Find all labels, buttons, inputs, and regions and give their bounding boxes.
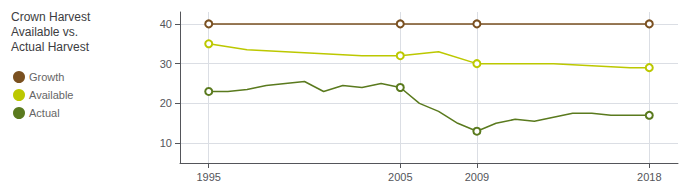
svg-text:Actual: Actual	[29, 107, 60, 119]
svg-text:Crown Harvest: Crown Harvest	[11, 10, 91, 24]
svg-text:Growth: Growth	[29, 71, 64, 83]
svg-text:10: 10	[160, 137, 172, 149]
svg-text:Available: Available	[29, 89, 73, 101]
svg-text:2005: 2005	[388, 171, 412, 183]
svg-text:Available vs.: Available vs.	[11, 25, 78, 39]
svg-text:2018: 2018	[637, 171, 661, 183]
svg-text:30: 30	[160, 58, 172, 70]
svg-text:1995: 1995	[196, 171, 220, 183]
svg-text:Actual Harvest: Actual Harvest	[11, 40, 90, 54]
svg-text:40: 40	[160, 18, 172, 30]
svg-text:2009: 2009	[465, 171, 489, 183]
svg-text:20: 20	[160, 97, 172, 109]
